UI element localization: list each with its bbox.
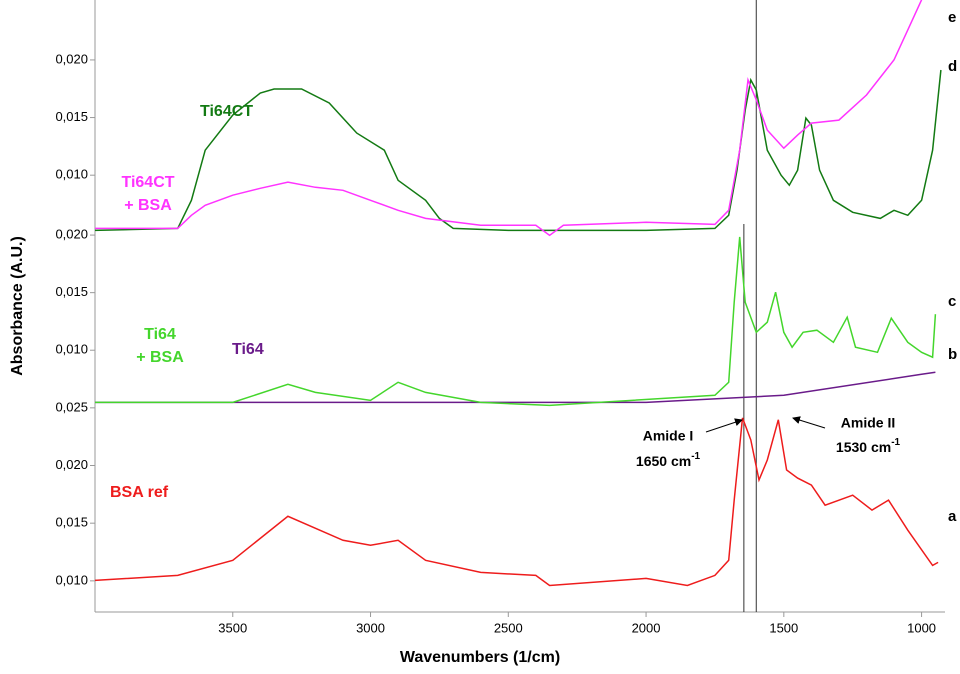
curve-label: + BSA [124, 197, 172, 214]
y-tick-label: 0,010 [55, 572, 88, 587]
curve-tag: a [948, 508, 957, 525]
annotation: 1530 cm-1 [836, 437, 901, 455]
curve-label: BSA ref [110, 484, 169, 501]
y-tick-label: 0,015 [55, 284, 88, 299]
y-tick-label: 0,020 [55, 51, 88, 66]
spectrum-line [94, 417, 939, 587]
curve-label: Ti64 [144, 326, 176, 343]
x-tick-label: 3500 [218, 620, 247, 635]
spectrum-line [95, 0, 923, 237]
y-tick-label: 0,010 [55, 167, 88, 182]
spectrum-line [95, 236, 937, 407]
annotation: Amide I [643, 428, 694, 444]
annotation-arrow [792, 416, 826, 429]
curve-tag: d [948, 58, 957, 75]
spectrum-line [94, 69, 942, 232]
y-tick-label: 0,015 [55, 515, 88, 530]
y-axis-label: Absorbance (A.U.) [9, 236, 26, 376]
y-tick-label: 0,010 [55, 342, 88, 357]
curve-label: Ti64 [232, 341, 264, 358]
curve-tag: b [948, 346, 957, 363]
y-tick-label: 0,020 [55, 457, 88, 472]
annotation: 1650 cm-1 [636, 451, 701, 469]
x-tick-label: 1000 [907, 620, 936, 635]
y-tick-label: 0,025 [55, 399, 88, 414]
x-tick-label: 1500 [769, 620, 798, 635]
curve-label: + BSA [136, 349, 184, 366]
annotation-superscript: -1 [691, 451, 700, 462]
curve-tag: c [948, 293, 956, 310]
annotation-text: 1650 cm [636, 453, 691, 469]
y-tick-label: 0,020 [55, 227, 88, 242]
x-axis-label: Wavenumbers (1/cm) [400, 649, 560, 666]
curve-label: Ti64CT [200, 103, 253, 120]
x-tick-label: 2500 [494, 620, 523, 635]
annotation-superscript: -1 [891, 437, 900, 448]
spectrum-line [95, 371, 936, 404]
curve-tag: e [948, 9, 956, 26]
x-tick-label: 3000 [356, 620, 385, 635]
annotation-text: 1530 cm [836, 439, 891, 455]
annotation: Amide II [841, 415, 895, 431]
y-tick-label: 0,015 [55, 109, 88, 124]
x-tick-label: 2000 [632, 620, 661, 635]
annotation-arrow [705, 418, 743, 433]
curve-label: Ti64CT [121, 174, 174, 191]
